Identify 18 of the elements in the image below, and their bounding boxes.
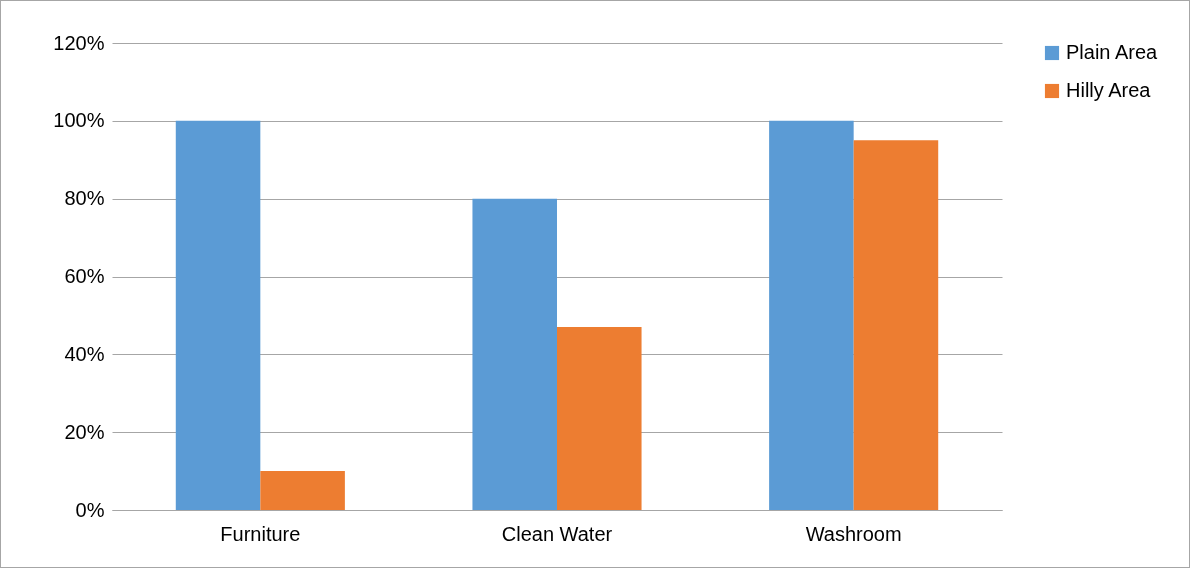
bar: [472, 198, 557, 510]
bar: [853, 140, 939, 510]
y-tick-label: 120%: [53, 31, 105, 54]
y-tick-label: 40%: [64, 342, 105, 365]
y-tick-label: 0%: [75, 498, 105, 521]
bar: [557, 327, 642, 510]
bar: [769, 120, 854, 510]
y-tick-label: 20%: [64, 420, 105, 443]
y-tick-label: 60%: [64, 265, 105, 287]
x-tick-label: Washroom: [805, 522, 902, 545]
x-tick-label: Furniture: [220, 522, 301, 545]
bar: [260, 471, 345, 510]
legend-label: Hilly Area: [1066, 79, 1152, 101]
bar: [175, 120, 261, 510]
y-tick-label: 80%: [64, 187, 105, 210]
y-tick-label: 100%: [53, 109, 105, 132]
legend-label: Plain Area: [1066, 41, 1159, 63]
x-tick-label: Clean Water: [501, 522, 613, 545]
